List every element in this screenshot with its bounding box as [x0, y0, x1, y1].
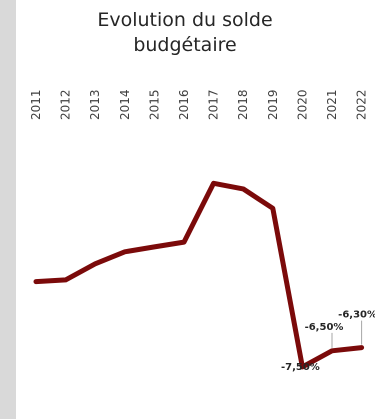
- x-tick-label: 2018: [236, 89, 250, 120]
- x-tick-label: 2019: [266, 89, 280, 120]
- x-tick-label: 2015: [147, 89, 161, 120]
- data-label: -7,50%: [281, 362, 320, 373]
- x-tick-label: 2013: [88, 89, 102, 120]
- x-axis-tick-labels: 2011 2012 2013 2014 2015 2016 2017 2018 2019 2020…: [29, 89, 369, 120]
- x-tick-label: 2022: [355, 89, 369, 120]
- data-label: -6,30%: [338, 310, 375, 321]
- x-tick-label: 2011: [29, 89, 43, 120]
- data-label-leaders: [331, 320, 363, 348]
- chart-title: Evolution du solde budgétaire: [97, 9, 273, 56]
- chart-panel: [16, 0, 375, 419]
- x-tick-label: 2017: [207, 89, 221, 120]
- x-tick-label: 2020: [295, 89, 309, 120]
- data-labels: -7,50% -6,50%-6,30%: [281, 310, 375, 373]
- x-tick-label: 2016: [177, 89, 191, 120]
- series-line: [33, 180, 365, 370]
- x-tick-label: 2021: [325, 89, 339, 120]
- x-tick-label: 2014: [118, 89, 132, 120]
- x-tick-label: 2012: [59, 89, 73, 120]
- data-label: -6,50%: [305, 322, 344, 333]
